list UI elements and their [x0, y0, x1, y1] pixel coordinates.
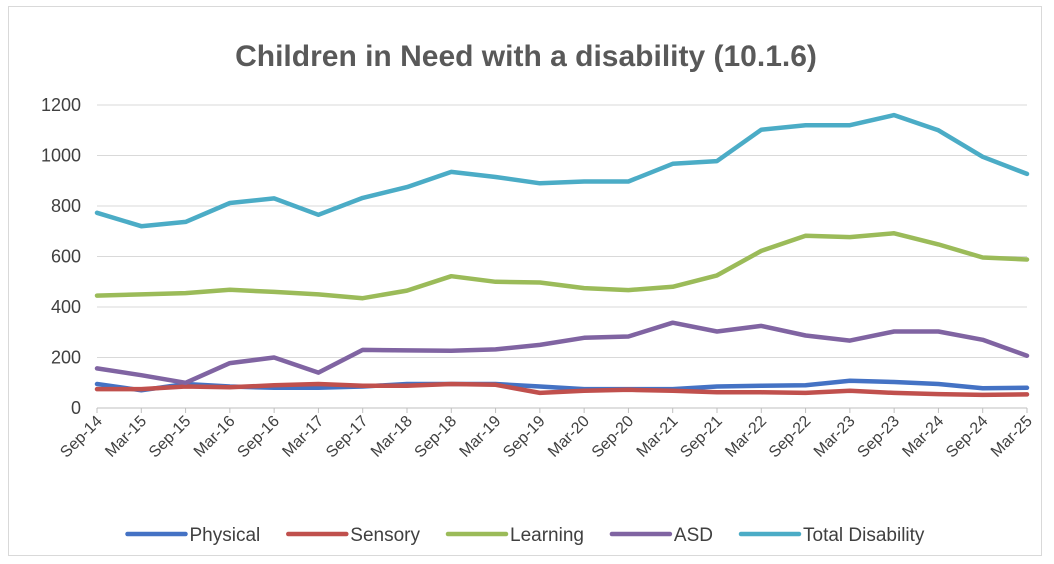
- x-tick-label: Sep-24: [943, 413, 992, 462]
- legend-item-sensory: Sensory: [286, 525, 421, 546]
- legend: Physical Sensory Learning ASD Total Disabili…: [125, 525, 925, 546]
- x-tick-label: Sep-17: [323, 413, 372, 462]
- x-tick-label: Mar-23: [811, 413, 859, 461]
- x-tick-label: Mar-22: [722, 413, 770, 461]
- legend-label: Total Disability: [803, 525, 925, 546]
- legend-label: Sensory: [350, 525, 420, 546]
- legend-label: Learning: [510, 525, 584, 546]
- x-tick-label: Sep-15: [146, 413, 195, 462]
- y-tick-label: 400: [51, 297, 81, 317]
- legend-label: Physical: [190, 525, 261, 546]
- x-tick-label: Sep-14: [57, 413, 106, 462]
- x-tick-label: Sep-22: [766, 413, 815, 462]
- x-tick-label: Mar-17: [279, 413, 327, 461]
- series-lines: [94, 112, 1030, 398]
- x-tick-label: Mar-25: [988, 413, 1036, 461]
- x-axis-ticks: Sep-14Mar-15Sep-15Mar-16Sep-16Mar-17Sep-…: [57, 408, 1036, 461]
- x-tick-label: Mar-19: [457, 413, 505, 461]
- y-tick-label: 600: [51, 247, 81, 267]
- series-line-asd: [94, 320, 1030, 386]
- x-tick-label: Sep-20: [589, 413, 638, 462]
- x-tick-label: Mar-24: [899, 413, 947, 461]
- x-tick-label: Sep-16: [234, 413, 283, 462]
- legend-item-physical: Physical: [125, 525, 261, 546]
- y-tick-label: 0: [71, 398, 81, 418]
- y-axis-ticks: 0 200 400 600 800 1000 1200: [41, 95, 81, 418]
- gridlines: [97, 104, 1027, 409]
- y-tick-label: 1200: [41, 95, 81, 115]
- y-tick-label: 800: [51, 196, 81, 216]
- x-tick-label: Mar-16: [191, 413, 239, 461]
- series-line-learning: [94, 231, 1030, 301]
- x-tick-label: Mar-21: [634, 413, 682, 461]
- x-tick-label: Sep-23: [854, 413, 903, 462]
- chart-title: Children in Need with a disability (10.1…: [235, 40, 817, 73]
- legend-item-asd: ASD: [609, 525, 713, 546]
- x-tick-label: Sep-18: [412, 413, 461, 462]
- legend-label: ASD: [674, 525, 713, 546]
- y-tick-label: 200: [51, 348, 81, 368]
- x-tick-label: Mar-20: [545, 413, 593, 461]
- x-tick-label: Mar-15: [102, 413, 150, 461]
- x-tick-label: Sep-19: [500, 413, 549, 462]
- x-tick-label: Mar-18: [368, 413, 416, 461]
- legend-item-total-disability: Total Disability: [738, 525, 925, 546]
- line-chart: Children in Need with a disability (10.1…: [41, 40, 1036, 546]
- y-tick-label: 1000: [41, 146, 81, 166]
- chart-area: Children in Need with a disability (10.1…: [8, 6, 1042, 556]
- legend-item-learning: Learning: [445, 525, 584, 546]
- x-tick-label: Sep-21: [677, 413, 726, 462]
- series-line-sensory: [94, 381, 1030, 398]
- series-line-total-disability: [94, 112, 1030, 229]
